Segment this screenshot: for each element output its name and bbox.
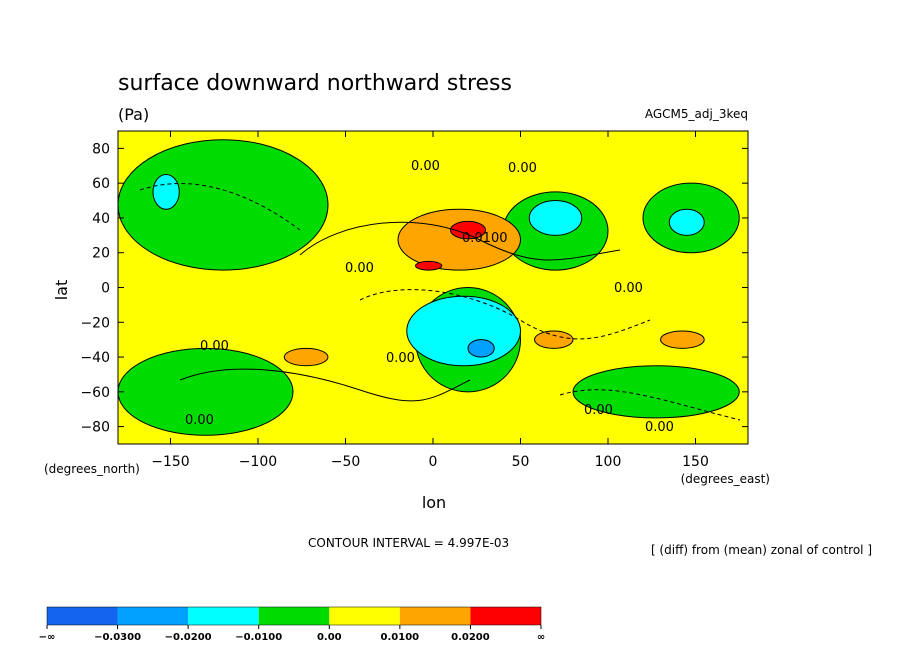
contour-line	[179, 368, 471, 402]
x-tick-label: −150	[151, 454, 189, 470]
x-tick-label: −50	[331, 454, 361, 470]
colorbar-swatch	[470, 607, 541, 625]
x-axis-title: lon	[422, 493, 446, 512]
contour-line	[359, 289, 651, 340]
contour-label: 0.0100	[462, 231, 508, 246]
y-tick-label: −60	[80, 385, 110, 401]
colorbar: −∞ −0.0300 −0.0200 −0.0100 0.00 0.0100 0.0200 ∞	[39, 606, 545, 643]
region-cyan	[528, 200, 583, 236]
colorbar-swatch	[117, 607, 189, 625]
contour-label: 0.00	[614, 281, 643, 296]
contour-lines	[139, 183, 741, 421]
region-orange	[660, 330, 705, 349]
chart-title: surface downward northward stress	[118, 71, 512, 96]
region-cyan	[406, 295, 521, 367]
dataset-label: AGCM5_adj_3keq	[645, 107, 748, 121]
plot-area: 0.00 0.00 0.00 0.00 0.0100 0.00 0.00 0.0…	[117, 130, 749, 445]
x-tick-label: 150	[682, 454, 709, 470]
colorbar-label: 0.0200	[451, 632, 490, 643]
x-tick-label: 100	[595, 454, 622, 470]
contour-label: 0.00	[411, 159, 440, 174]
colorbar-swatch	[399, 607, 471, 625]
region-blue	[467, 339, 495, 358]
contour-label: 0.00	[185, 413, 214, 428]
y-tick-label: −80	[80, 420, 110, 436]
y-axis-title: lat	[52, 280, 71, 301]
contour-fill-regions	[117, 139, 740, 436]
y-axis: 80 60 40 20 0 −20 −40 −60 −80	[80, 141, 748, 436]
x-axis: −150 −100 −50 0 50 100 150	[151, 131, 709, 470]
region-green	[117, 139, 329, 271]
contour-label: 0.00	[584, 403, 613, 418]
contour-labels: 0.00 0.00 0.00 0.00 0.0100 0.00 0.00 0.0…	[185, 159, 674, 435]
contour-line	[559, 389, 741, 421]
colorbar-swatch	[188, 607, 259, 625]
x-tick-label: 0	[429, 454, 438, 470]
x-tick-label: 50	[512, 454, 530, 470]
region-cyan	[152, 173, 180, 210]
colorbar-label: −0.0100	[235, 632, 282, 643]
y-tick-label: 0	[101, 281, 110, 297]
region-orange	[534, 330, 574, 349]
y-tick-label: 40	[92, 211, 110, 227]
contour-label: 0.00	[345, 261, 374, 276]
colorbar-label: ∞	[537, 632, 545, 643]
colorbar-swatch	[47, 607, 118, 625]
colorbar-label: −0.0300	[94, 632, 141, 643]
difference-note: [ (diff) from (mean) zonal of control ]	[651, 543, 872, 557]
contour-label: 0.00	[386, 351, 415, 366]
y-tick-label: −40	[80, 350, 110, 366]
colorbar-frame	[46, 606, 542, 626]
y-tick-label: −20	[80, 315, 110, 331]
colorbar-label: 0.0100	[381, 632, 420, 643]
region-orange	[283, 347, 329, 367]
contour-label: 0.00	[200, 339, 229, 354]
colorbar-swatch	[258, 607, 330, 625]
units-label: (Pa)	[118, 105, 149, 124]
y-tick-label: 60	[92, 176, 110, 192]
contour-label: 0.00	[645, 420, 674, 435]
colorbar-swatch	[329, 607, 400, 625]
colorbar-label: −0.0200	[165, 632, 212, 643]
region-green	[572, 365, 740, 419]
x-unit-label: (degrees_east)	[681, 472, 770, 486]
region-red	[450, 220, 486, 240]
y-unit-label: (degrees_north)	[44, 462, 140, 476]
colorbar-label: 0.00	[317, 632, 342, 643]
colorbar-label: −∞	[39, 632, 56, 643]
contour-label: 0.00	[508, 161, 537, 176]
x-tick-label: −100	[239, 454, 277, 470]
contour-interval-text: CONTOUR INTERVAL = 4.997E-03	[308, 536, 509, 550]
contour-line	[139, 183, 301, 231]
region-cyan	[668, 208, 705, 236]
region-red	[415, 260, 443, 271]
y-tick-label: 80	[92, 141, 110, 157]
contour-line	[299, 221, 621, 261]
y-tick-label: 20	[92, 246, 110, 262]
